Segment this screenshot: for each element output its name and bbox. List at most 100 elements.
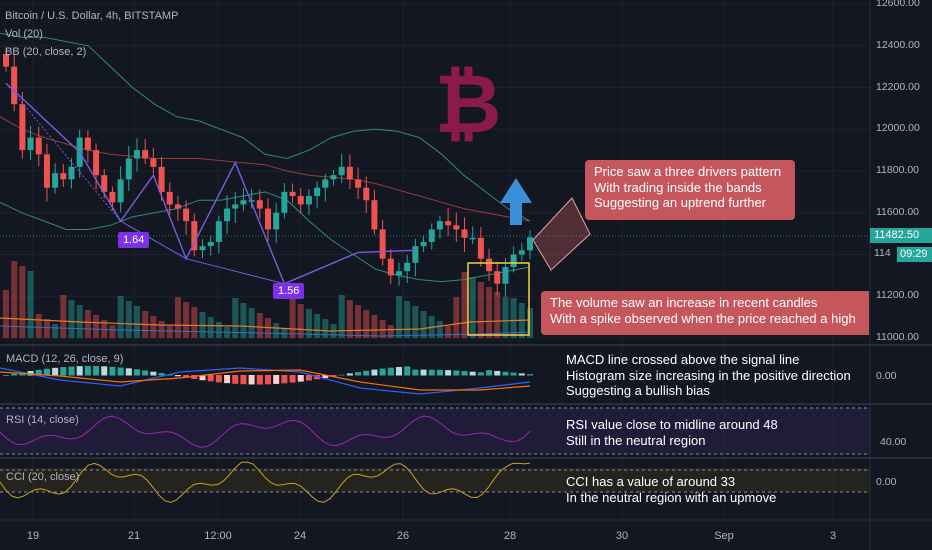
candle-body	[518, 250, 525, 255]
volume-bar	[469, 277, 476, 338]
macd-histogram-bar	[183, 375, 190, 378]
volume-bar	[281, 328, 288, 338]
volume-bar	[363, 310, 370, 338]
volume-bar	[52, 324, 59, 338]
macd-histogram-bar	[379, 368, 386, 376]
macd-histogram-bar	[453, 370, 460, 376]
volume-bar	[84, 310, 91, 338]
cci-legend[interactable]: CCI (20, close)	[6, 471, 80, 483]
rsi-axis-label: 40.00	[880, 436, 907, 448]
bb-legend[interactable]: BB (20, close, 2)	[5, 46, 87, 58]
candle-body	[125, 158, 132, 180]
volume-legend[interactable]: Vol (20)	[5, 28, 43, 40]
macd-histogram-bar	[125, 368, 132, 376]
candle-body	[256, 200, 263, 209]
macd-histogram-bar	[469, 371, 476, 376]
macd-axis-label: 0.00	[876, 370, 897, 382]
volume-bar	[510, 298, 517, 338]
macd-histogram-bar	[428, 369, 435, 376]
candle-body	[379, 229, 386, 259]
volume-bar	[379, 320, 386, 338]
macd-histogram-bar	[281, 375, 288, 384]
macd-notes: MACD line crossed above the signal line …	[566, 352, 851, 399]
macd-histogram-bar	[11, 373, 18, 376]
candle-body	[355, 179, 362, 188]
macd-histogram-bar	[109, 366, 116, 376]
candle-body	[273, 212, 280, 230]
macd-histogram-bar	[412, 369, 419, 376]
cci-line	[0, 461, 531, 503]
volume-bar	[11, 261, 18, 338]
candle-body	[330, 175, 337, 180]
macd-histogram-bar	[256, 375, 263, 385]
note-line: CCI has a value of around 33	[566, 474, 736, 489]
macd-histogram-bar	[117, 367, 124, 376]
candle-body	[461, 229, 468, 238]
chart-title: Bitcoin / U.S. Dollar, 4h, BITSTAMP	[5, 10, 179, 22]
volume-bar	[314, 314, 321, 338]
macd-plot	[0, 366, 533, 395]
macd-histogram-bar	[527, 374, 533, 376]
candle-body	[396, 271, 402, 276]
note-line: In the neutral region with an upmove	[566, 489, 777, 505]
price-tick-label: 11000.00	[876, 331, 920, 343]
note-line: Suggesting a bullish bias	[566, 383, 710, 398]
macd-legend[interactable]: MACD (12, 26, close, 9)	[6, 353, 124, 365]
candle-body	[314, 187, 321, 197]
macd-histogram-bar	[461, 371, 468, 376]
time-tick-label: 19	[26, 530, 40, 542]
callout-line: With a spike observed when the price rea…	[550, 310, 856, 326]
rsi-notes: RSI value close to midline around 48 Sti…	[566, 417, 778, 448]
price-tick-label: 12400.00	[876, 38, 920, 51]
candle-body	[297, 196, 304, 205]
volume-bar	[68, 300, 75, 338]
candle-body	[387, 258, 394, 276]
candle-body	[101, 175, 108, 192]
volume-bar	[183, 302, 190, 338]
candle-body	[199, 246, 206, 251]
rsi-legend[interactable]: RSI (14, close)	[6, 414, 79, 426]
candle-body	[469, 237, 476, 240]
volume-bar	[166, 326, 173, 338]
bb-lower-band	[0, 191, 531, 283]
macd-histogram-bar	[142, 370, 149, 376]
price-tick-label: 12000.00	[876, 122, 920, 135]
time-tick-label: 28	[503, 530, 517, 542]
note-line: Histogram size increasing in the positiv…	[566, 367, 851, 383]
macd-histogram-bar	[363, 370, 370, 376]
candle-body	[265, 208, 271, 230]
candle-body	[527, 237, 533, 251]
candle-body	[183, 208, 190, 222]
volume-bar	[396, 296, 402, 338]
volume-bar	[232, 298, 239, 338]
macd-histogram-bar	[224, 375, 231, 384]
volume-bar	[207, 317, 214, 338]
volume-bar	[174, 297, 181, 338]
macd-histogram-bar	[68, 366, 75, 376]
volume-bar	[371, 315, 378, 338]
bitcoin-logo-icon: ₿	[435, 59, 502, 150]
volume-ma-line	[0, 317, 531, 332]
macd-histogram-bar	[420, 369, 427, 376]
volume-bar	[338, 295, 345, 338]
cci-plot	[0, 461, 531, 503]
bb-upper-band	[0, 32, 531, 222]
ratio-label-b: 1.56	[273, 283, 305, 299]
volume-bars	[0, 261, 533, 338]
macd-histogram-bar	[191, 375, 198, 379]
volume-bar	[248, 308, 255, 338]
macd-histogram-bar	[240, 375, 247, 385]
macd-histogram-bar	[60, 367, 67, 376]
volume-bar	[445, 326, 452, 338]
candle-body	[43, 154, 50, 188]
macd-histogram-bar	[248, 375, 255, 385]
candle-body	[207, 241, 214, 247]
macd-histogram-bar	[3, 375, 9, 376]
macd-histogram-bar	[232, 375, 239, 384]
volume-bar	[494, 292, 501, 338]
candle-body	[346, 166, 353, 180]
macd-histogram-bar	[338, 374, 345, 376]
candle-body	[84, 137, 91, 151]
candle-body	[453, 225, 460, 230]
